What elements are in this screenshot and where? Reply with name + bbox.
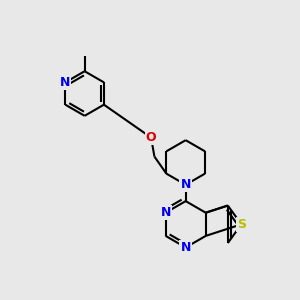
Text: N: N xyxy=(60,76,70,89)
Text: N: N xyxy=(181,178,191,191)
Text: S: S xyxy=(237,218,246,231)
Text: O: O xyxy=(146,131,156,144)
Text: N: N xyxy=(181,241,191,254)
Text: N: N xyxy=(160,206,171,219)
